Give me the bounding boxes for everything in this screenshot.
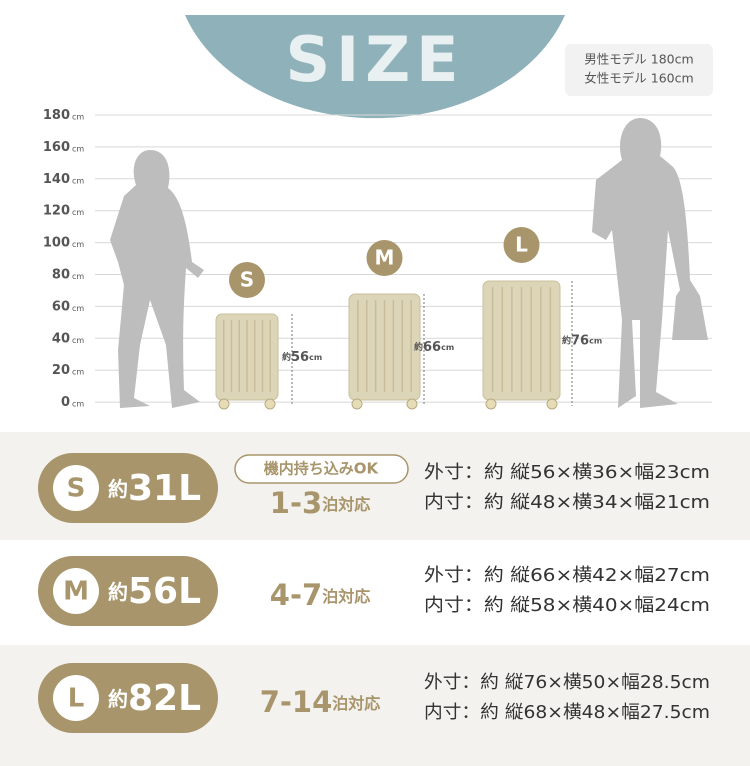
height-num: 66 <box>423 340 441 355</box>
woman-silhouette <box>110 150 204 408</box>
model-box <box>565 44 713 96</box>
wheel <box>264 398 276 410</box>
letter-circle <box>53 465 99 511</box>
letter-circle <box>53 568 99 614</box>
title: SIZE <box>285 23 464 96</box>
height-label: 約76cm <box>562 333 602 348</box>
capacity-prefix: 約 <box>108 580 128 604</box>
tick-unit: cm <box>72 400 84 409</box>
cabin-badge-text: 機内持ち込みOK <box>264 460 380 478</box>
tick-label: 140 <box>43 171 70 186</box>
height-unit: cm <box>441 343 454 352</box>
tick-label: 80 <box>52 267 70 282</box>
wheel <box>351 398 363 410</box>
tick-num: 60 <box>52 299 70 314</box>
height-prefix: 約 <box>414 341 423 353</box>
wheel <box>485 398 497 410</box>
capacity-value: 82L <box>128 678 201 719</box>
height-label: 約66cm <box>414 340 454 355</box>
size-letter: L <box>515 233 528 257</box>
wheel <box>406 398 418 410</box>
tick-unit: cm <box>72 208 84 217</box>
tick-label: 60 <box>52 299 70 314</box>
tick-num: 140 <box>43 171 70 186</box>
size-badge <box>503 227 540 263</box>
model-female: 女性モデル 160cm <box>584 71 693 86</box>
tick-unit: cm <box>72 113 84 122</box>
tick-label: 120 <box>43 203 70 218</box>
height-num: 76 <box>571 333 589 348</box>
nights-range: 1-3 <box>270 486 322 520</box>
row-letter: M <box>63 577 89 607</box>
tick-num: 180 <box>43 108 70 123</box>
size-badge <box>366 240 403 276</box>
height-label: 約56cm <box>282 350 322 365</box>
tick-num: 120 <box>43 203 70 218</box>
row-letter: S <box>67 474 86 504</box>
size-letter: M <box>375 246 395 270</box>
capacity: 約31L <box>108 468 201 509</box>
capacity: 約56L <box>108 571 201 612</box>
tick-unit: cm <box>72 176 84 185</box>
outer-dimensions: 外寸：約 縦76×横50×幅28.5cm <box>424 672 710 693</box>
letter-circle <box>53 675 99 721</box>
height-prefix: 約 <box>562 334 571 346</box>
capacity: 約82L <box>108 678 201 719</box>
height-num: 56 <box>291 350 309 365</box>
tick-unit: cm <box>72 304 84 313</box>
tick-num: 160 <box>43 139 70 154</box>
tick-unit: cm <box>72 368 84 377</box>
wheel <box>218 398 230 410</box>
row-letter: L <box>68 684 85 714</box>
tick-unit: cm <box>72 144 84 153</box>
tick-unit: cm <box>72 240 84 249</box>
size-badge <box>229 262 265 298</box>
capacity-value: 56L <box>128 571 201 612</box>
tick-label: 0 <box>61 395 70 410</box>
inner-dimensions: 内寸：約 縦68×横48×幅27.5cm <box>424 702 710 723</box>
nights-suffix: 泊対応 <box>332 694 380 713</box>
tick-num: 80 <box>52 267 70 282</box>
capacity-value: 31L <box>128 468 201 509</box>
tick-num: 40 <box>52 331 70 346</box>
nights: 7-14泊対応 <box>260 685 381 719</box>
capacity-prefix: 約 <box>108 477 128 501</box>
height-unit: cm <box>309 353 322 362</box>
nights: 4-7泊対応 <box>270 578 370 612</box>
height-prefix: 約 <box>282 351 291 363</box>
wheel <box>546 398 558 410</box>
height-unit: cm <box>589 336 602 345</box>
man-silhouette <box>592 118 708 408</box>
cabin-badge <box>234 454 409 484</box>
tick-label: 100 <box>43 235 70 250</box>
tick-num: 0 <box>61 395 70 410</box>
outer-dimensions: 外寸：約 縦66×横42×幅27cm <box>424 565 710 586</box>
nights-suffix: 泊対応 <box>322 495 370 514</box>
nights-range: 4-7 <box>270 578 322 612</box>
tick-label: 180 <box>43 108 70 123</box>
nights-range: 7-14 <box>260 685 333 719</box>
tick-label: 20 <box>52 363 70 378</box>
capacity-prefix: 約 <box>108 687 128 711</box>
tick-num: 100 <box>43 235 70 250</box>
inner-dimensions: 内寸：約 縦58×横40×幅24cm <box>424 595 710 616</box>
nights: 1-3泊対応 <box>270 486 370 520</box>
tick-label: 40 <box>52 331 70 346</box>
tick-unit: cm <box>72 336 84 345</box>
nights-suffix: 泊対応 <box>322 587 370 606</box>
inner-dimensions: 内寸：約 縦48×横34×幅21cm <box>424 492 710 513</box>
tick-unit: cm <box>72 272 84 281</box>
tick-num: 20 <box>52 363 70 378</box>
size-letter: S <box>240 268 254 292</box>
outer-dimensions: 外寸：約 縦56×横36×幅23cm <box>424 462 710 483</box>
header-arc <box>185 15 565 119</box>
tick-label: 160 <box>43 139 70 154</box>
model-male: 男性モデル 180cm <box>584 52 693 67</box>
